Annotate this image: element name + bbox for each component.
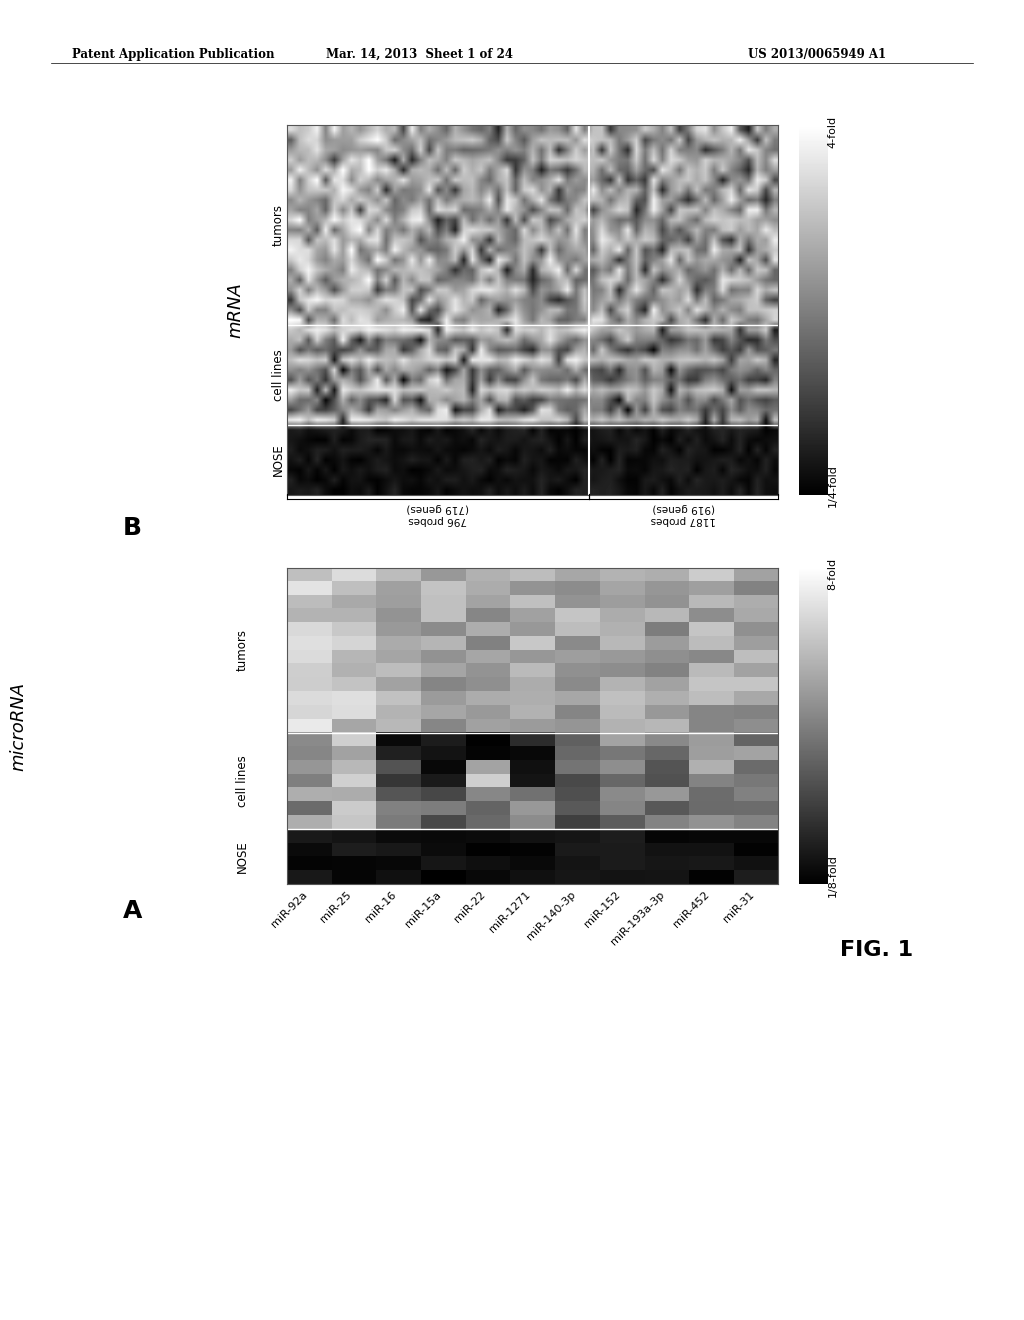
Text: mRNA: mRNA: [226, 282, 244, 338]
Text: cell lines: cell lines: [271, 350, 285, 401]
Text: 796 probes
(719 genes): 796 probes (719 genes): [407, 503, 469, 524]
Text: NOSE: NOSE: [271, 444, 285, 477]
Text: 4-fold: 4-fold: [827, 116, 838, 148]
Text: 1187 probes
(919 genes): 1187 probes (919 genes): [650, 503, 716, 524]
Text: US 2013/0065949 A1: US 2013/0065949 A1: [748, 48, 886, 61]
Text: tumors: tumors: [236, 630, 249, 672]
Text: 8-fold: 8-fold: [827, 558, 838, 590]
Text: B: B: [123, 516, 142, 540]
Text: NOSE: NOSE: [236, 841, 249, 874]
Text: 1/8-fold: 1/8-fold: [827, 854, 838, 896]
Text: FIG. 1: FIG. 1: [840, 940, 912, 961]
Text: cell lines: cell lines: [236, 755, 249, 807]
Text: Mar. 14, 2013  Sheet 1 of 24: Mar. 14, 2013 Sheet 1 of 24: [327, 48, 513, 61]
Text: 1/4-fold: 1/4-fold: [827, 465, 838, 507]
Text: tumors: tumors: [271, 205, 285, 247]
Text: A: A: [123, 899, 142, 923]
Text: Patent Application Publication: Patent Application Publication: [72, 48, 274, 61]
Text: microRNA: microRNA: [9, 681, 28, 771]
